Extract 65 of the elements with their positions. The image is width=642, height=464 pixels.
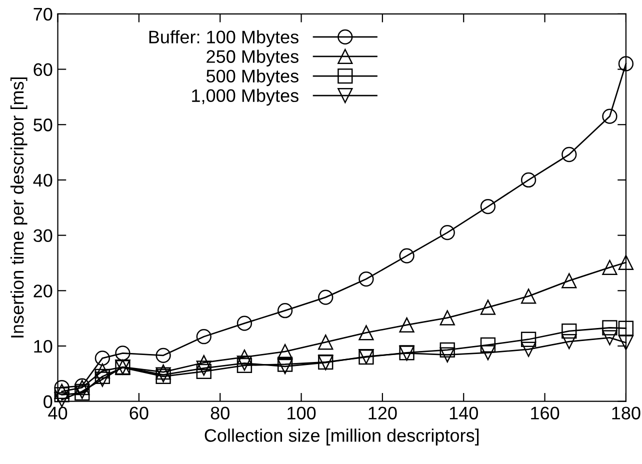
point <box>440 310 455 326</box>
point <box>562 334 577 350</box>
point <box>520 332 536 347</box>
point <box>94 350 110 366</box>
point <box>358 271 374 287</box>
point <box>440 342 455 358</box>
y-tick-label: 0 <box>44 395 52 408</box>
point <box>480 345 496 360</box>
point <box>562 146 577 162</box>
x-tick-label: 60 <box>130 406 148 420</box>
x-tick-label: 40 <box>48 406 68 420</box>
point <box>520 288 536 304</box>
point <box>602 260 618 275</box>
point <box>196 360 212 376</box>
point <box>156 348 171 363</box>
x-tick-label: 160 <box>531 406 560 420</box>
point <box>602 108 618 124</box>
x-tick-label: 140 <box>450 406 478 420</box>
point <box>602 320 618 336</box>
y-tick-label: 50 <box>34 118 52 132</box>
point <box>399 317 414 333</box>
point <box>440 347 455 362</box>
point <box>277 303 293 318</box>
y-tick-label: 70 <box>34 8 52 21</box>
y-tick-label: 30 <box>34 229 52 242</box>
point <box>440 224 455 240</box>
x-tick-label: 120 <box>368 406 397 420</box>
legend-label: 500 Mbytes <box>206 69 298 86</box>
y-tick-label: 40 <box>33 174 52 187</box>
legend-label: Buffer: 100 Mbytes <box>149 30 298 47</box>
point <box>94 368 110 384</box>
point <box>602 330 618 346</box>
y-tick-label: 60 <box>34 63 52 76</box>
legend-label: 1,000 Mbytes <box>192 88 298 106</box>
point <box>358 325 374 340</box>
point <box>399 248 414 264</box>
point <box>618 56 634 72</box>
point <box>318 334 334 350</box>
point <box>115 346 130 361</box>
point <box>236 316 252 331</box>
point <box>196 329 212 344</box>
point <box>562 323 577 339</box>
point <box>618 335 634 350</box>
point <box>277 344 293 360</box>
point <box>480 198 496 214</box>
x-axis-title: Collection size [million descriptors] <box>204 428 479 446</box>
x-tick-label: 80 <box>210 406 230 420</box>
point <box>54 380 70 396</box>
point <box>618 254 634 270</box>
point <box>480 300 496 315</box>
x-tick-label: 180 <box>612 406 640 420</box>
point <box>196 355 212 370</box>
point <box>196 364 212 380</box>
point <box>156 364 171 380</box>
point <box>520 342 536 357</box>
y-tick-label: 10 <box>34 340 52 353</box>
y-axis-title: Insertion time per descriptor [ms] <box>10 77 28 338</box>
point <box>318 290 334 305</box>
x-tick-label: 100 <box>288 406 316 420</box>
legend-label: 250 Mbytes <box>206 50 298 67</box>
point <box>618 320 634 336</box>
point <box>520 172 536 188</box>
point <box>562 273 577 288</box>
point <box>480 337 496 352</box>
y-tick-label: 20 <box>34 284 52 298</box>
